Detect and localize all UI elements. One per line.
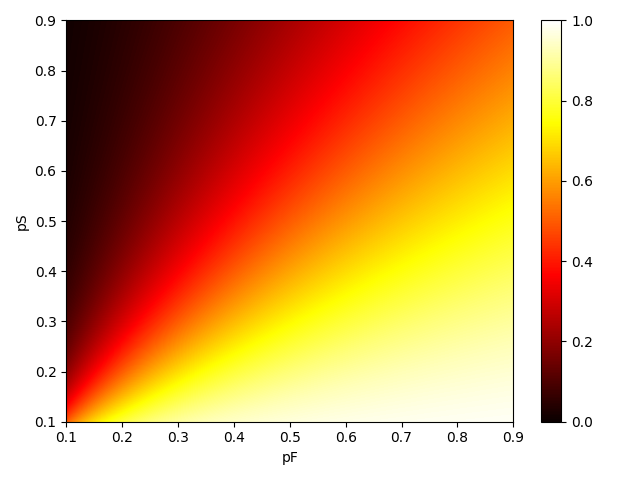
X-axis label: pF: pF	[282, 451, 298, 465]
Y-axis label: pS: pS	[15, 212, 29, 230]
